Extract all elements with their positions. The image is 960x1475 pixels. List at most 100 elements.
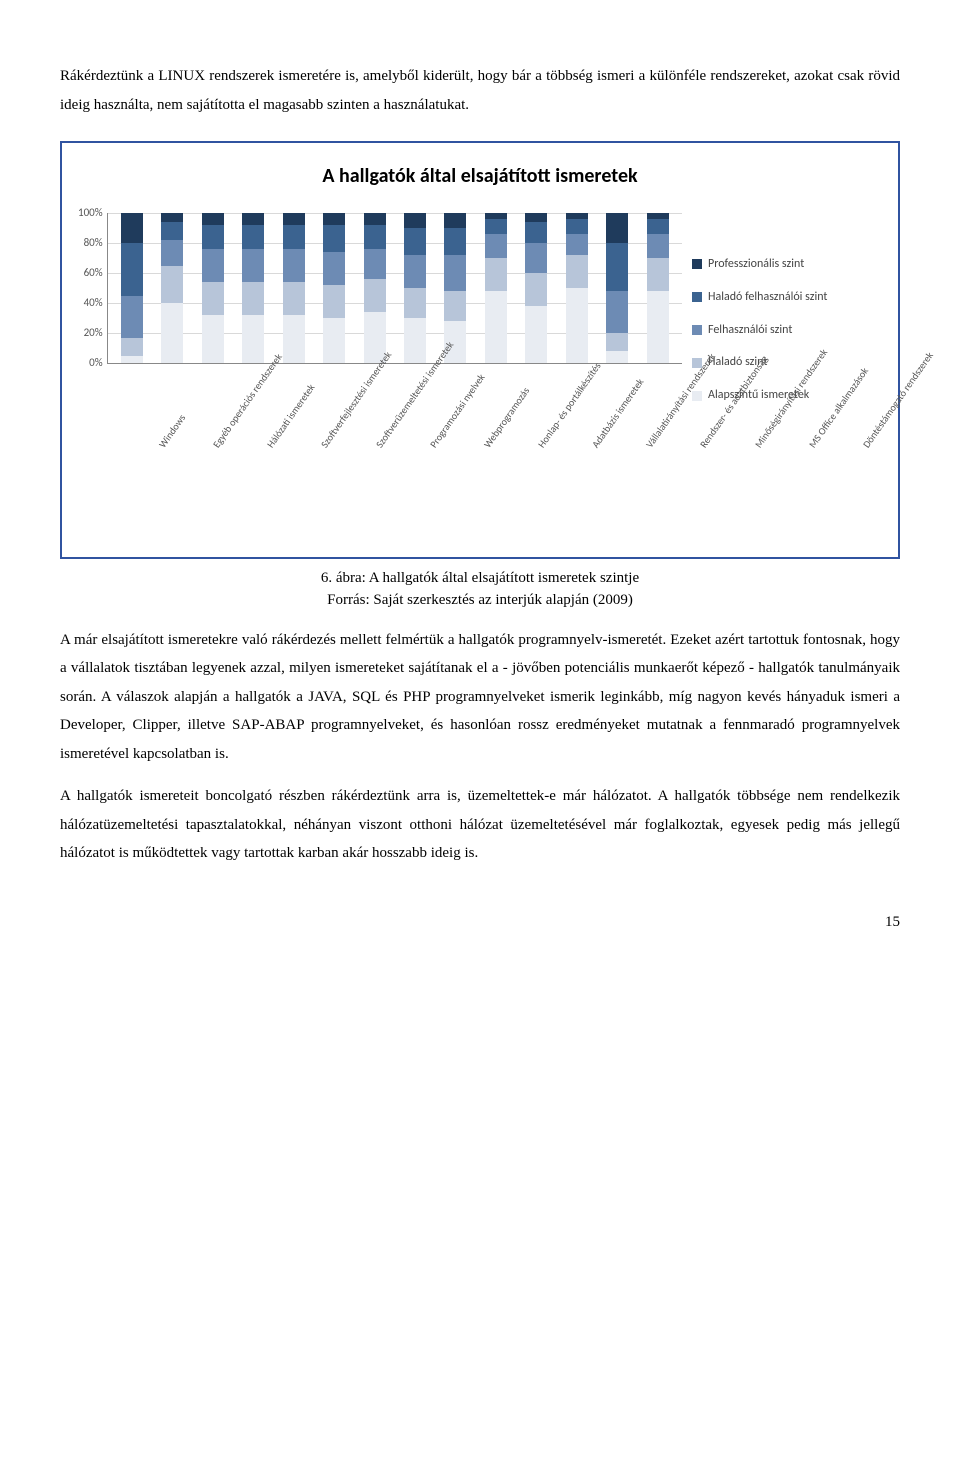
legend-item: Professzionális szint bbox=[692, 253, 882, 276]
chart-title: A hallgatók által elsajátított ismeretek bbox=[78, 157, 882, 195]
bar-segment bbox=[121, 296, 143, 338]
stacked-bar bbox=[647, 213, 669, 363]
bar-segment bbox=[606, 351, 628, 363]
legend-item: Haladó felhasználói szint bbox=[692, 286, 882, 309]
bar-segment bbox=[161, 222, 183, 240]
bar-segment bbox=[161, 240, 183, 266]
bar-segment bbox=[242, 213, 264, 225]
bar-segment bbox=[647, 234, 669, 258]
bar-segment bbox=[202, 225, 224, 249]
bar-segment bbox=[283, 249, 305, 282]
bar-segment bbox=[202, 213, 224, 225]
bar-segment bbox=[161, 266, 183, 304]
bar-segment bbox=[364, 225, 386, 249]
stacked-bar bbox=[202, 213, 224, 363]
bars bbox=[108, 213, 682, 363]
bar-segment bbox=[364, 213, 386, 225]
bar-segment bbox=[525, 243, 547, 273]
bar-segment bbox=[525, 306, 547, 363]
bar-segment bbox=[485, 291, 507, 363]
caption-line-1: 6. ábra: A hallgatók által elsajátított … bbox=[321, 570, 639, 586]
plot bbox=[107, 213, 682, 364]
bar-segment bbox=[323, 318, 345, 363]
bar-segment bbox=[323, 285, 345, 318]
legend-item: Felhasználói szint bbox=[692, 319, 882, 342]
bar-segment bbox=[283, 315, 305, 363]
stacked-bar bbox=[485, 213, 507, 363]
bar-segment bbox=[606, 333, 628, 351]
bar-segment bbox=[242, 282, 264, 315]
bar-segment bbox=[364, 249, 386, 279]
bar-segment bbox=[606, 213, 628, 243]
stacked-bar bbox=[566, 213, 588, 363]
bar-segment bbox=[323, 225, 345, 252]
bar-segment bbox=[525, 273, 547, 306]
bar-segment bbox=[242, 225, 264, 249]
legend-item: Haladó szint bbox=[692, 351, 882, 374]
bar-segment bbox=[404, 228, 426, 255]
bar-segment bbox=[161, 303, 183, 363]
legend-label: Haladó felhasználói szint bbox=[708, 286, 827, 309]
bar-segment bbox=[161, 213, 183, 222]
bar-segment bbox=[606, 291, 628, 333]
bar-segment bbox=[444, 255, 466, 291]
bar-segment bbox=[202, 282, 224, 315]
legend-swatch bbox=[692, 325, 702, 335]
stacked-bar bbox=[161, 213, 183, 363]
bar-segment bbox=[323, 252, 345, 285]
bar-segment bbox=[525, 213, 547, 222]
bar-segment bbox=[566, 234, 588, 255]
bar-segment bbox=[566, 255, 588, 288]
bar-segment bbox=[566, 288, 588, 363]
bar-segment bbox=[404, 288, 426, 318]
bar-segment bbox=[404, 255, 426, 288]
legend-swatch bbox=[692, 292, 702, 302]
bar-segment bbox=[364, 279, 386, 312]
bar-segment bbox=[647, 258, 669, 291]
bar-segment bbox=[283, 225, 305, 249]
stacked-bar bbox=[242, 213, 264, 363]
stacked-bar bbox=[364, 213, 386, 363]
bar-segment bbox=[202, 249, 224, 282]
body-paragraph-1: A már elsajátított ismeretekre való ráké… bbox=[60, 626, 900, 769]
bar-segment bbox=[566, 219, 588, 234]
bar-segment bbox=[485, 234, 507, 258]
bar-segment bbox=[404, 213, 426, 228]
legend-swatch bbox=[692, 259, 702, 269]
stacked-bar bbox=[525, 213, 547, 363]
bar-segment bbox=[121, 213, 143, 243]
legend-label: Professzionális szint bbox=[708, 253, 804, 276]
bar-segment bbox=[283, 282, 305, 315]
bar-segment bbox=[444, 213, 466, 228]
stacked-bar bbox=[404, 213, 426, 363]
bar-segment bbox=[404, 318, 426, 363]
chart-plot-area: 100%80%60%40%20%0% bbox=[78, 213, 682, 364]
y-axis: 100%80%60%40%20%0% bbox=[78, 213, 103, 363]
bar-segment bbox=[242, 249, 264, 282]
body-paragraph-2: A hallgatók ismereteit boncolgató részbe… bbox=[60, 782, 900, 868]
stacked-bar bbox=[323, 213, 345, 363]
bar-segment bbox=[647, 219, 669, 234]
intro-paragraph: Rákérdeztünk a LINUX rendszerek ismereté… bbox=[60, 62, 900, 119]
bar-segment bbox=[121, 338, 143, 356]
x-axis-labels: WindowsEgyéb operációs rendszerekHálózat… bbox=[116, 417, 882, 547]
bar-segment bbox=[283, 213, 305, 225]
bar-segment bbox=[121, 356, 143, 364]
bar-segment bbox=[485, 258, 507, 291]
caption-line-2: Forrás: Saját szerkesztés az interjúk al… bbox=[327, 592, 633, 608]
figure-caption: 6. ábra: A hallgatók által elsajátított … bbox=[60, 567, 900, 612]
bar-segment bbox=[121, 243, 143, 296]
stacked-bar bbox=[283, 213, 305, 363]
bar-segment bbox=[323, 213, 345, 225]
bar-segment bbox=[444, 291, 466, 321]
bar-segment bbox=[606, 243, 628, 291]
chart-container: A hallgatók által elsajátított ismeretek… bbox=[60, 141, 900, 559]
stacked-bar bbox=[606, 213, 628, 363]
bar-segment bbox=[525, 222, 547, 243]
bar-segment bbox=[647, 291, 669, 363]
bar-segment bbox=[444, 228, 466, 255]
bar-segment bbox=[202, 315, 224, 363]
bar-segment bbox=[485, 219, 507, 234]
legend-label: Felhasználói szint bbox=[708, 319, 792, 342]
stacked-bar bbox=[121, 213, 143, 363]
